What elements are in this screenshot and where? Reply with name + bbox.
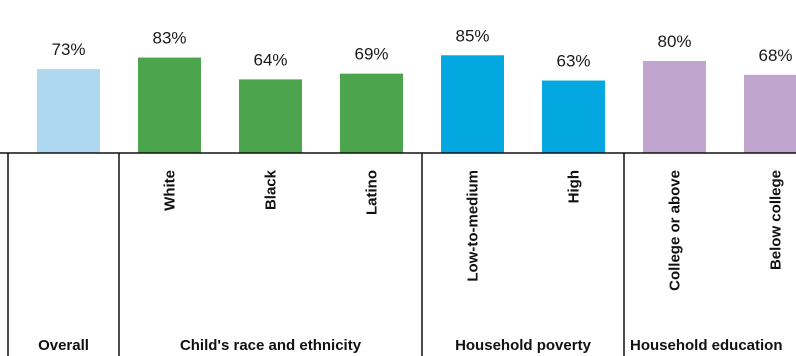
group-label-overall: Overall — [38, 337, 89, 354]
tick-label-low-to-medium: Low-to-medium — [465, 170, 482, 282]
bar-college-or-above — [643, 61, 706, 153]
category-axis: Overall Child's race and ethnicity Househo… — [0, 152, 796, 356]
group-label-child-s-race-and-ethnicity: Child's race and ethnicity — [180, 337, 362, 354]
bar-below-college — [744, 74, 796, 153]
bars-layer — [37, 55, 796, 153]
bar-latino — [340, 73, 403, 153]
bar-low-to-medium — [441, 55, 504, 153]
value-label-college-or-above: 80% — [657, 32, 691, 51]
value-label-overall: 73% — [51, 40, 85, 59]
tick-label-high: High — [566, 170, 583, 203]
group-label-household-poverty: Household poverty — [455, 337, 592, 354]
bar-high — [542, 80, 605, 153]
tick-label-white: White — [162, 170, 179, 211]
value-label-low-to-medium: 85% — [455, 26, 489, 45]
value-label-white: 83% — [152, 29, 186, 48]
value-label-high: 63% — [556, 52, 590, 71]
tick-label-college-or-above: College or above — [667, 170, 684, 291]
value-label-black: 64% — [253, 50, 287, 69]
bar-white — [138, 57, 201, 153]
group-label-household-education: Household education — [630, 337, 783, 354]
bar-overall — [37, 69, 100, 153]
bar-black — [239, 79, 302, 153]
value-label-latino: 69% — [354, 45, 388, 64]
tick-label-black: Black — [263, 169, 280, 210]
value-label-below-college: 68% — [758, 46, 792, 65]
tick-label-latino: Latino — [364, 170, 381, 215]
value-labels-layer: 73% 83% 64% 69% 85% 63% 80% 68% — [51, 26, 792, 70]
tick-label-below-college: Below college — [768, 170, 785, 270]
